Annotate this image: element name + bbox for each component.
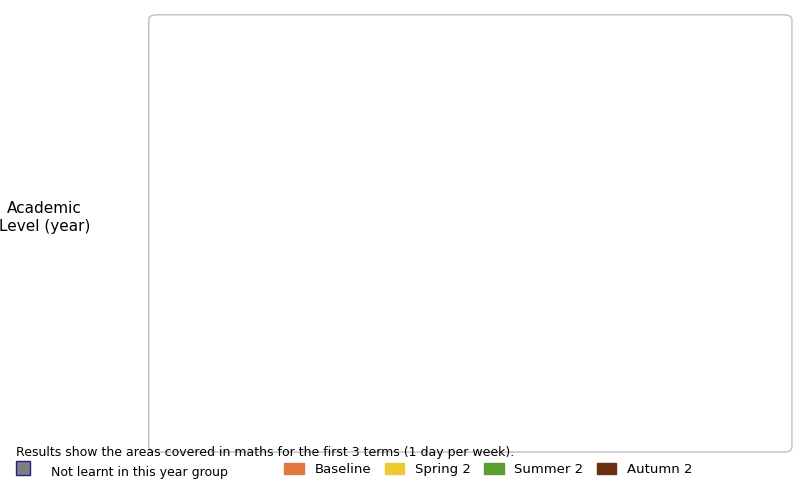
Bar (418, 163, 447, 410)
Text: Not learnt in this year group: Not learnt in this year group (51, 466, 227, 479)
Bar (528, 114, 557, 410)
Title: Student B - Progress Results  Year 7 (Targeted): Student B - Progress Results Year 7 (Tar… (269, 30, 707, 49)
Bar (454, 163, 484, 410)
Bar (16, 461, 30, 475)
Bar (649, 262, 678, 410)
Legend: Baseline, Spring 2, Summer 2, Autumn 2: Baseline, Spring 2, Summer 2, Autumn 2 (279, 457, 697, 481)
Bar (686, 262, 715, 410)
Text: Results show the areas covered in maths for the first 3 terms (1 day per week).: Results show the areas covered in maths … (16, 446, 514, 458)
Bar (491, 138, 521, 410)
Bar (261, 138, 290, 410)
Bar (418, 306, 557, 410)
Text: Academic
Level (year): Academic Level (year) (0, 201, 90, 234)
Bar (612, 287, 641, 410)
Bar (723, 212, 752, 410)
Bar (298, 114, 327, 410)
Bar (224, 188, 253, 410)
FancyBboxPatch shape (149, 15, 791, 452)
Bar (335, 114, 364, 410)
